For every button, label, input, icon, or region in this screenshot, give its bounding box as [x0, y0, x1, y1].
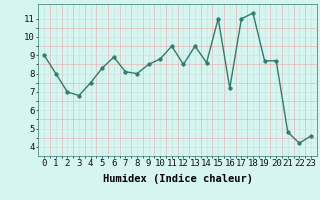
X-axis label: Humidex (Indice chaleur): Humidex (Indice chaleur) [103, 174, 252, 184]
